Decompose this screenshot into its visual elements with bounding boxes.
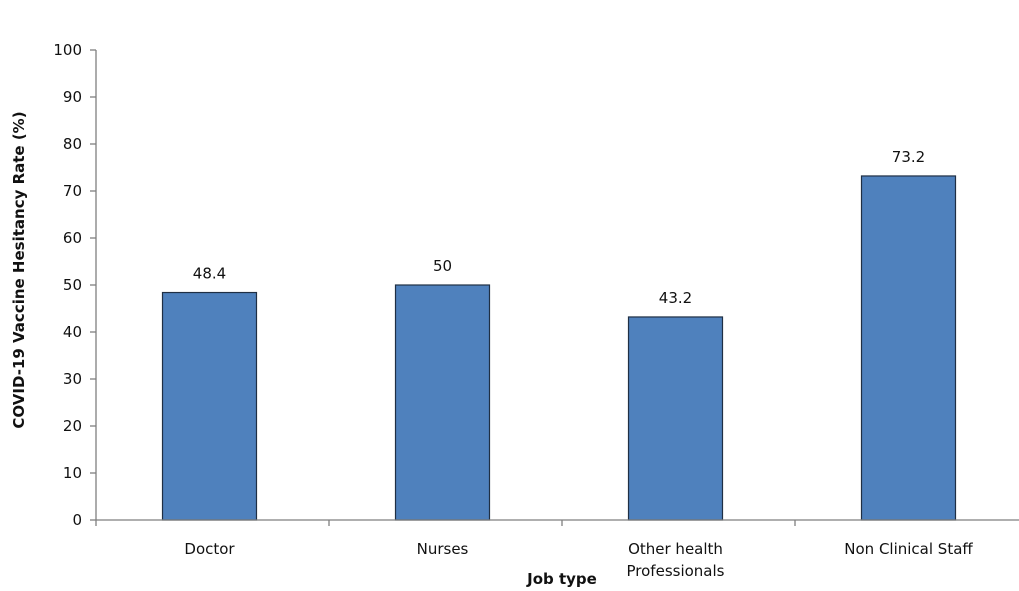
y-tick-label: 20 [63,417,82,435]
bar-nurses [394,284,491,521]
y-tick-label: 30 [63,370,82,388]
data-label: 48.4 [193,265,226,283]
data-label: 73.2 [892,148,925,166]
y-tick-label: 70 [63,182,82,200]
x-axis-ticks [95,520,796,526]
y-tick-label: 50 [63,276,82,294]
category-label: Doctor [184,540,235,558]
x-axis-title: Job type [526,570,597,588]
y-tick-label: 10 [63,464,82,482]
bar-non-clinical-staff [860,175,957,521]
y-tick-label: 100 [53,41,82,59]
category-label: Nurses [417,540,469,558]
bars [161,175,957,521]
data-labels: 48.4 50 43.2 73.2 [193,148,925,307]
category-label: Non Clinical Staff [844,540,973,558]
y-axis-title: COVID-19 Vaccine Hesitancy Rate (%) [10,111,28,428]
bar-other-health-professionals [627,316,724,521]
data-label: 50 [433,257,452,275]
category-labels: Doctor Nurses Other health Professionals Non… [184,540,973,580]
y-tick-label: 60 [63,229,82,247]
y-tick-label: 0 [72,511,82,529]
data-label: 43.2 [659,289,692,307]
y-tick-label: 90 [63,88,82,106]
y-axis-ticks: 0 10 20 30 40 50 60 70 80 90 100 [53,41,96,529]
bar-doctor [161,291,258,521]
y-tick-label: 40 [63,323,82,341]
category-label: Other health Professionals [627,540,725,580]
y-tick-label: 80 [63,135,82,153]
